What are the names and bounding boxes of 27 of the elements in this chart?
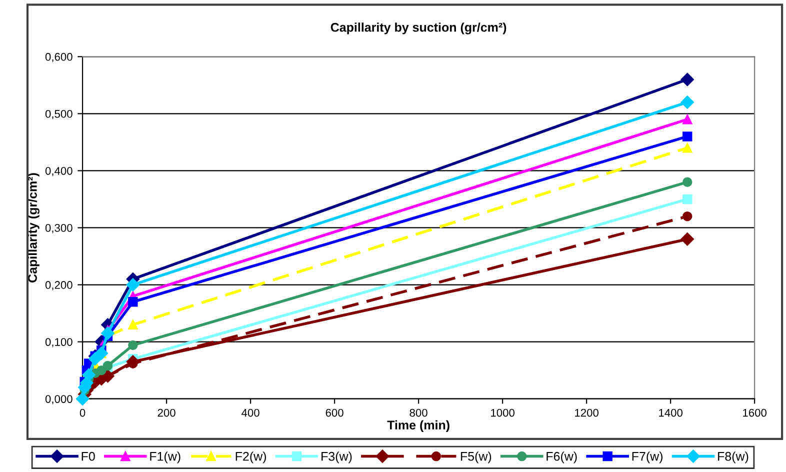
y-axis-title: Capillarity (gr/cm²) — [28, 173, 40, 282]
legend-label: F3(w) — [322, 452, 352, 464]
legend-label: F1(w) — [150, 452, 180, 464]
legend-label: F2(w) — [236, 452, 266, 464]
legend-label: F0 — [82, 452, 95, 461]
x-tick-label: 1200 — [575, 408, 598, 417]
x-tick-label: 400 — [242, 408, 260, 417]
x-tick-label: 1000 — [491, 408, 514, 417]
x-tick-label: 0 — [80, 408, 86, 417]
y-tick-label: 0,400 — [45, 166, 72, 176]
x-tick-label: 600 — [326, 408, 344, 417]
legend-label: F8(w) — [718, 452, 748, 464]
x-tick-label: 800 — [410, 408, 428, 417]
y-tick-label: 0,600 — [45, 52, 72, 62]
y-tick-label: 0,500 — [45, 110, 72, 120]
y-tick-label: 0,100 — [45, 338, 72, 348]
x-axis-title: Time (min) — [387, 420, 450, 432]
legend-label: F5(w) — [460, 452, 492, 464]
chart-title: Capillarity by suction (gr/cm²) — [330, 22, 506, 34]
x-tick-label: 200 — [158, 408, 176, 417]
y-tick-label: 0,200 — [45, 281, 72, 290]
y-tick-label: 0,000 — [45, 395, 72, 404]
y-tick-label: 0,300 — [45, 224, 72, 234]
x-tick-label: 1400 — [659, 408, 682, 417]
legend-label: F7(w) — [632, 452, 662, 464]
legend-label: F6(w) — [546, 452, 577, 464]
x-tick-label: 1600 — [743, 408, 766, 417]
